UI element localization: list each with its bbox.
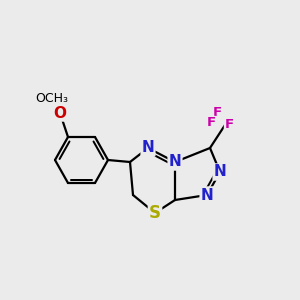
Text: O: O — [53, 106, 67, 121]
Text: F: F — [206, 116, 216, 130]
Text: N: N — [142, 140, 154, 155]
Text: N: N — [214, 164, 226, 179]
Text: F: F — [224, 118, 234, 131]
Text: N: N — [169, 154, 182, 169]
Text: F: F — [212, 106, 222, 119]
Text: N: N — [201, 188, 213, 202]
Text: OCH₃: OCH₃ — [35, 92, 68, 104]
Text: S: S — [149, 204, 161, 222]
